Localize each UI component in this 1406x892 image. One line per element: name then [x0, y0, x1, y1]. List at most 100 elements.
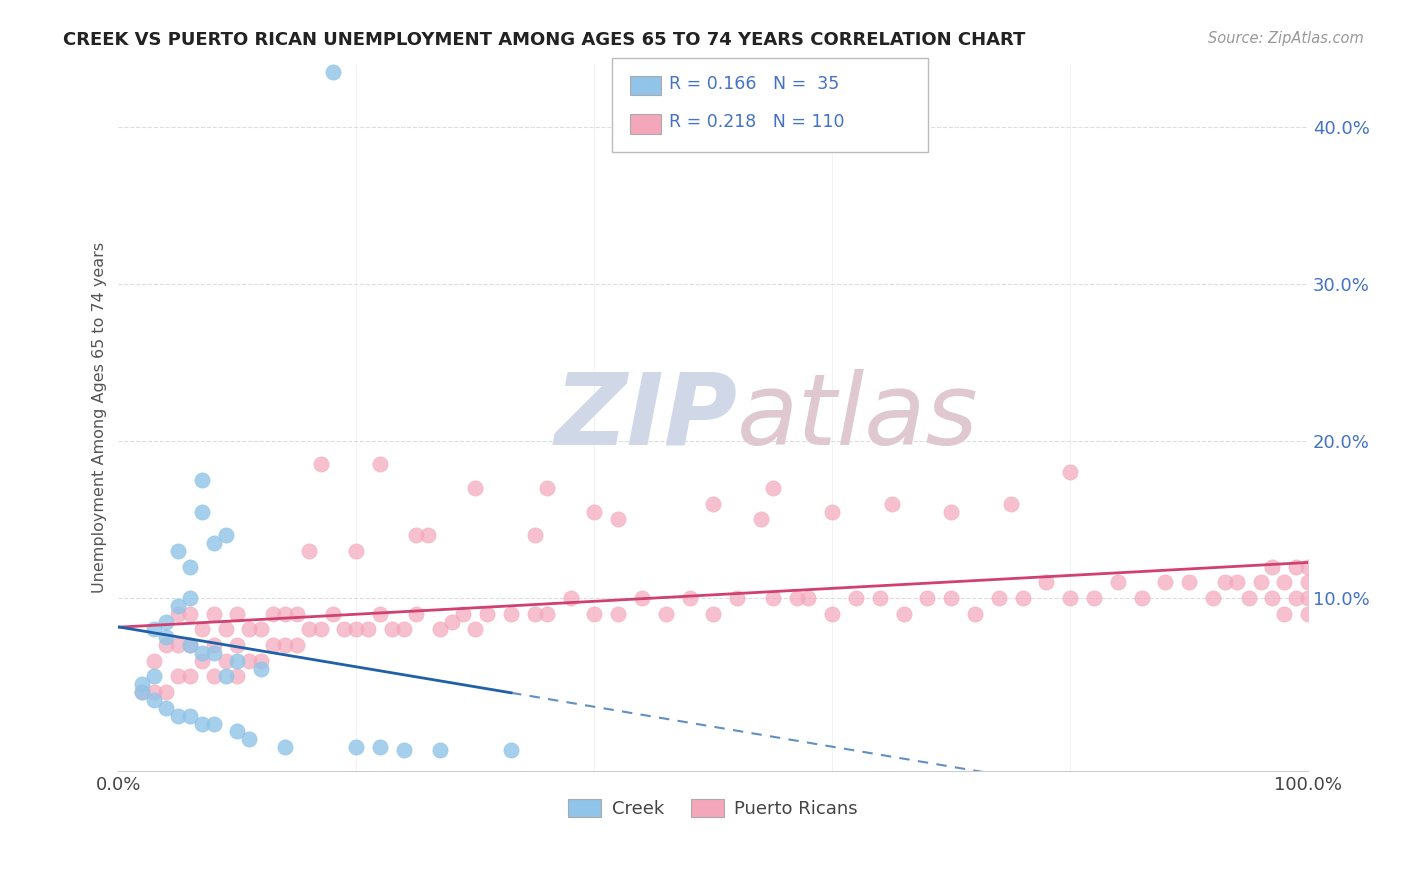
- Point: [1059, 466, 1081, 480]
- Point: [298, 544, 321, 558]
- Point: [893, 607, 915, 621]
- Point: [453, 607, 475, 621]
- Point: [1226, 575, 1249, 590]
- Point: [368, 607, 391, 621]
- Point: [285, 607, 308, 621]
- Point: [202, 646, 225, 660]
- Point: [536, 481, 558, 495]
- Point: [214, 654, 236, 668]
- Point: [987, 591, 1010, 605]
- Point: [1011, 591, 1033, 605]
- Point: [179, 638, 201, 652]
- Point: [214, 623, 236, 637]
- Point: [560, 591, 582, 605]
- Text: R = 0.166   N =  35: R = 0.166 N = 35: [669, 75, 839, 93]
- Point: [131, 685, 153, 699]
- Point: [202, 716, 225, 731]
- Point: [607, 512, 630, 526]
- Point: [702, 607, 724, 621]
- Point: [1107, 575, 1129, 590]
- Point: [143, 669, 166, 683]
- Point: [309, 623, 332, 637]
- Point: [464, 481, 486, 495]
- Text: ZIP: ZIP: [554, 369, 737, 466]
- Point: [477, 607, 499, 621]
- Point: [1213, 575, 1236, 590]
- Text: R = 0.218   N = 110: R = 0.218 N = 110: [669, 113, 845, 131]
- Point: [274, 740, 297, 755]
- Point: [131, 685, 153, 699]
- Point: [429, 623, 451, 637]
- Point: [941, 505, 963, 519]
- Point: [155, 685, 177, 699]
- Point: [1261, 591, 1284, 605]
- Point: [583, 505, 606, 519]
- Point: [654, 607, 676, 621]
- Point: [179, 708, 201, 723]
- Point: [1296, 607, 1319, 621]
- Point: [607, 607, 630, 621]
- Point: [821, 505, 844, 519]
- Point: [167, 638, 190, 652]
- Point: [214, 528, 236, 542]
- Point: [523, 607, 546, 621]
- Point: [1296, 559, 1319, 574]
- Point: [1178, 575, 1201, 590]
- Point: [226, 638, 249, 652]
- Point: [167, 669, 190, 683]
- Point: [322, 607, 344, 621]
- Legend: Creek, Puerto Ricans: Creek, Puerto Ricans: [561, 791, 865, 825]
- Point: [1154, 575, 1177, 590]
- Point: [155, 701, 177, 715]
- Point: [226, 724, 249, 739]
- Point: [368, 740, 391, 755]
- Point: [344, 740, 367, 755]
- Point: [941, 591, 963, 605]
- Point: [416, 528, 439, 542]
- Point: [262, 638, 284, 652]
- Point: [536, 607, 558, 621]
- Point: [131, 677, 153, 691]
- Text: CREEK VS PUERTO RICAN UNEMPLOYMENT AMONG AGES 65 TO 74 YEARS CORRELATION CHART: CREEK VS PUERTO RICAN UNEMPLOYMENT AMONG…: [63, 31, 1025, 49]
- Point: [322, 65, 344, 79]
- Point: [1296, 591, 1319, 605]
- Point: [821, 607, 844, 621]
- Point: [1130, 591, 1153, 605]
- Point: [1285, 591, 1308, 605]
- Point: [631, 591, 654, 605]
- Point: [464, 623, 486, 637]
- Point: [274, 607, 297, 621]
- Point: [523, 528, 546, 542]
- Point: [238, 623, 260, 637]
- Point: [190, 654, 212, 668]
- Point: [250, 623, 273, 637]
- Point: [298, 623, 321, 637]
- Point: [167, 599, 190, 613]
- Point: [190, 473, 212, 487]
- Point: [1083, 591, 1105, 605]
- Point: [845, 591, 868, 605]
- Point: [725, 591, 748, 605]
- Point: [214, 669, 236, 683]
- Point: [262, 607, 284, 621]
- Point: [357, 623, 380, 637]
- Point: [202, 536, 225, 550]
- Point: [155, 615, 177, 629]
- Point: [167, 544, 190, 558]
- Point: [1000, 497, 1022, 511]
- Point: [1237, 591, 1260, 605]
- Point: [749, 512, 772, 526]
- Point: [1285, 559, 1308, 574]
- Point: [190, 505, 212, 519]
- Point: [155, 630, 177, 644]
- Point: [179, 607, 201, 621]
- Y-axis label: Unemployment Among Ages 65 to 74 years: Unemployment Among Ages 65 to 74 years: [93, 242, 107, 593]
- Point: [344, 544, 367, 558]
- Point: [179, 669, 201, 683]
- Point: [381, 623, 404, 637]
- Point: [202, 669, 225, 683]
- Point: [226, 607, 249, 621]
- Point: [167, 607, 190, 621]
- Point: [405, 528, 427, 542]
- Point: [762, 481, 785, 495]
